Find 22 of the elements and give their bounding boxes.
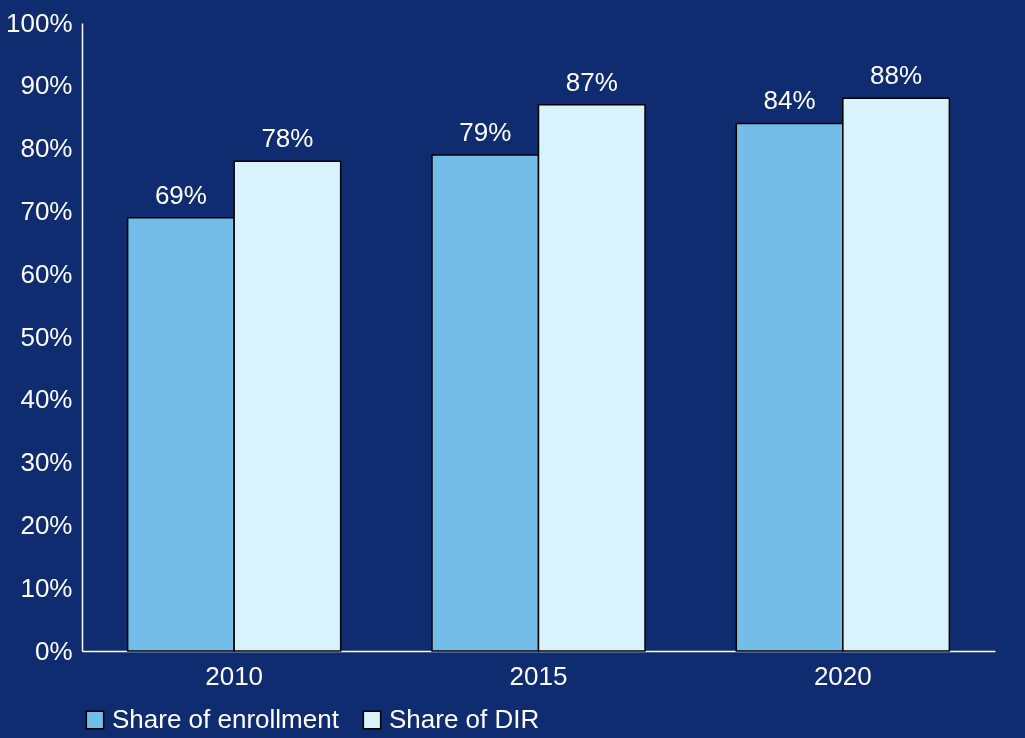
data-label: 84% [763,85,816,116]
data-label: 78% [261,123,314,154]
data-label: 79% [459,116,512,147]
y-tick-label: 0% [34,635,73,666]
y-tick-label: 100% [6,7,73,38]
data-label: 87% [565,66,618,97]
x-tick-label: 2020 [813,660,872,691]
y-tick-label: 50% [20,321,73,352]
y-tick-label: 20% [20,509,73,540]
y-tick-label: 60% [20,258,73,289]
y-tick-label: 80% [20,133,73,164]
y-tick-label: 10% [20,572,73,603]
legend-label: Share of DIR [389,704,540,734]
x-tick-label: 2015 [509,660,568,691]
x-tick-label: 2010 [205,660,264,691]
y-tick-label: 90% [20,70,73,101]
legend-label: Share of enrollment [112,704,340,734]
data-label: 88% [870,60,923,91]
y-tick-label: 70% [20,195,73,226]
data-label: 69% [154,179,207,210]
y-tick-label: 30% [20,447,73,478]
y-tick-label: 40% [20,384,73,415]
